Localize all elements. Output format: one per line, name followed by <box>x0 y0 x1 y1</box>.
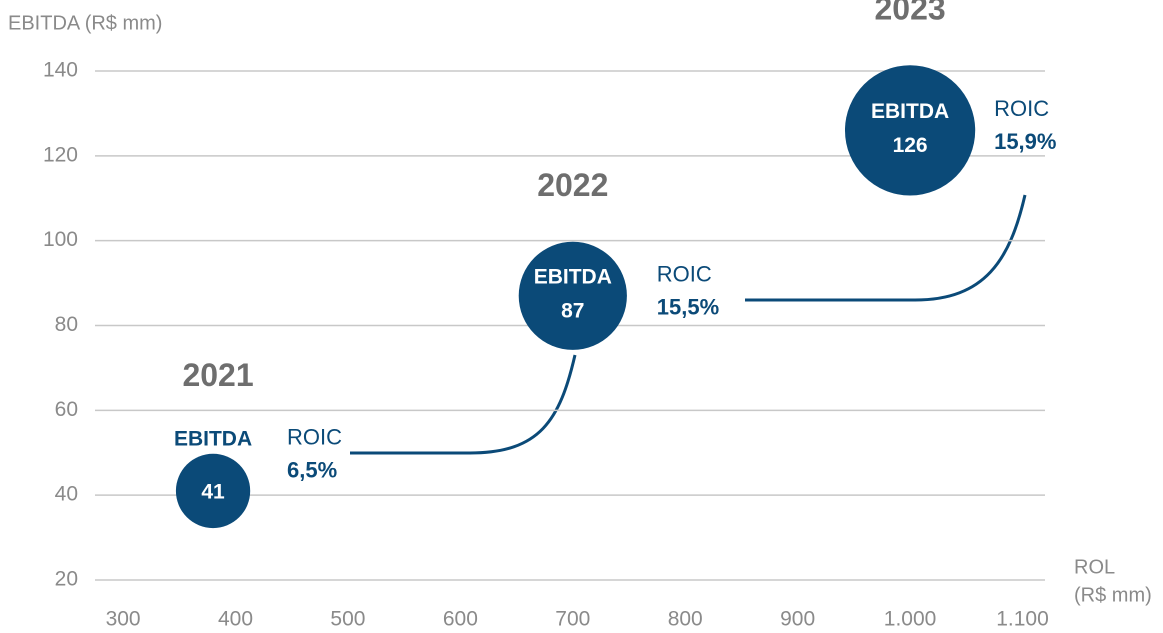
y-tick-label: 20 <box>55 568 78 591</box>
value-label: 87 <box>561 299 584 322</box>
roic-value: 15,5% <box>657 295 719 320</box>
x-tick-label: 1.100 <box>996 608 1049 631</box>
y-tick-label: 140 <box>43 59 78 82</box>
y-tick-label: 80 <box>55 313 78 336</box>
roic-label: ROIC <box>657 262 712 287</box>
connector <box>745 194 1027 302</box>
year-label: 2021 <box>182 357 253 393</box>
year-label: 2023 <box>874 0 945 27</box>
y-tick-label: 100 <box>43 228 78 251</box>
roic-value: 6,5% <box>287 458 337 483</box>
x-tick-label: 800 <box>668 608 703 631</box>
y-tick-label: 40 <box>55 483 78 506</box>
year-label: 2022 <box>537 167 608 203</box>
roic-label: ROIC <box>287 425 342 450</box>
value-label: 41 <box>201 480 225 503</box>
point-label: EBITDA <box>534 265 612 288</box>
x-tick-label: 300 <box>106 608 141 631</box>
x-tick-label: 700 <box>555 608 590 631</box>
x-tick-label: 500 <box>330 608 365 631</box>
y-tick-label: 120 <box>43 143 78 166</box>
bubble <box>518 241 627 350</box>
value-label: 126 <box>893 134 928 157</box>
x-axis-label: (R$ mm) <box>1074 584 1152 606</box>
x-tick-label: 900 <box>780 608 815 631</box>
x-tick-label: 400 <box>218 608 253 631</box>
y-tick-label: 60 <box>55 398 78 421</box>
y-axis-label: EBITDA (R$ mm) <box>8 12 162 34</box>
connector <box>350 354 577 455</box>
roic-value: 15,9% <box>994 129 1056 154</box>
x-tick-label: 600 <box>443 608 478 631</box>
point-label: EBITDA <box>871 100 949 123</box>
x-axis-label: ROL <box>1074 556 1115 578</box>
x-tick-label: 1.000 <box>884 608 937 631</box>
roic-label: ROIC <box>994 96 1049 121</box>
bubble <box>844 65 976 196</box>
point-label: EBITDA <box>174 427 252 450</box>
bubble <box>175 453 251 529</box>
